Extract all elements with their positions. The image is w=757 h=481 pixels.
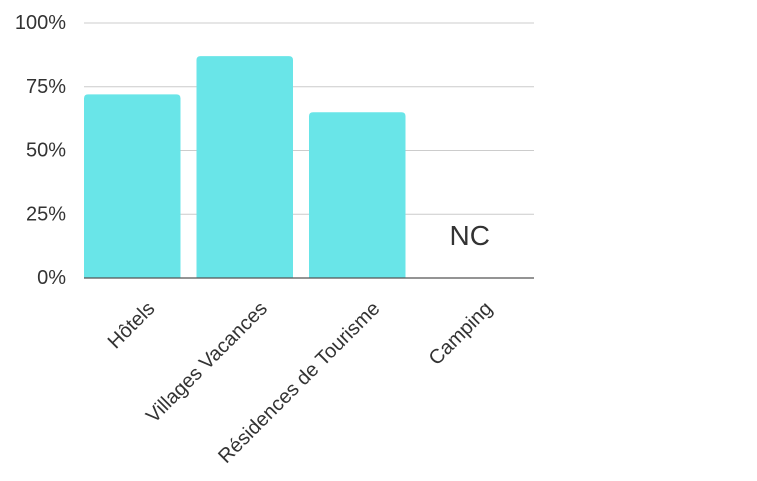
y-tick-label: 25% <box>26 203 66 225</box>
x-tick-label: Camping <box>425 298 497 370</box>
bars <box>84 56 406 279</box>
bar-2 <box>309 112 406 278</box>
y-axis-ticks: 0% 25% 50% 75% 100% <box>15 12 66 289</box>
x-tick-label: Hôtels <box>104 298 160 354</box>
y-tick-label: 50% <box>26 140 66 162</box>
bar-1 <box>196 56 293 279</box>
x-tick-label: Villages Vacances <box>142 298 272 428</box>
y-tick-label: 100% <box>15 12 66 34</box>
y-tick-label: 75% <box>26 76 66 98</box>
y-tick-label: 0% <box>37 267 66 289</box>
bar-0 <box>84 94 181 279</box>
value-label: NC <box>450 220 490 251</box>
value-labels: NC <box>450 220 490 251</box>
